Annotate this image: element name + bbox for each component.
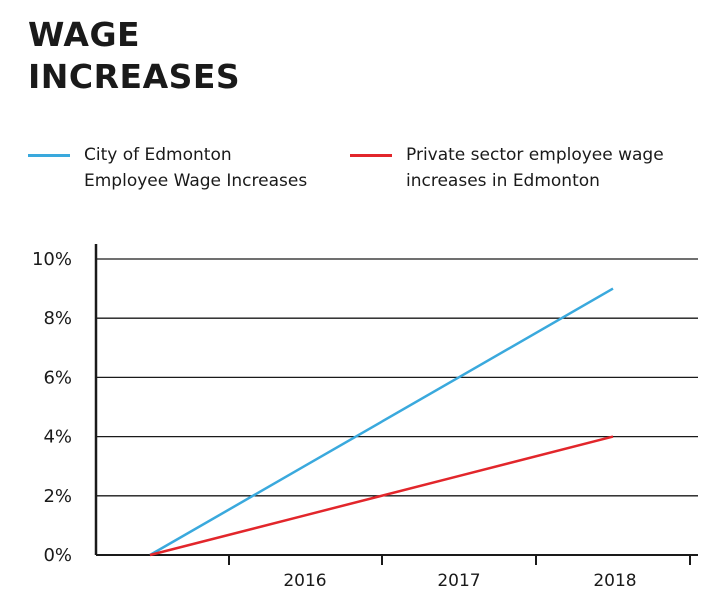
chart-title-line-2: INCREASES	[28, 57, 241, 96]
chart-title-line-1: WAGE	[28, 15, 141, 54]
y-tick-label: 8%	[43, 308, 72, 329]
legend-label-city-line-2: Employee Wage Increases	[84, 171, 308, 191]
series-line-private	[149, 435, 614, 557]
x-tick-label: 2016	[283, 571, 326, 591]
legend-item-private: Private sector employee wage increases i…	[350, 142, 664, 194]
legend-swatch-city	[28, 154, 70, 157]
legend-swatch-private	[350, 154, 392, 157]
series-line-city	[149, 287, 614, 557]
chart-title: WAGE INCREASES	[28, 14, 240, 98]
y-tick-label: 6%	[43, 367, 72, 388]
y-tick-label: 10%	[32, 249, 72, 270]
legend-label-city-line-1: City of Edmonton	[84, 145, 232, 165]
x-tick-label: 2018	[593, 571, 636, 591]
legend-label-city: City of Edmonton Employee Wage Increases	[84, 142, 307, 194]
legend-label-private: Private sector employee wage increases i…	[406, 142, 664, 194]
legend-label-private-line-1: Private sector employee wage	[406, 145, 664, 165]
y-tick-label: 4%	[43, 427, 72, 448]
y-tick-label: 0%	[43, 545, 72, 566]
legend-item-city: City of Edmonton Employee Wage Increases	[28, 142, 307, 194]
y-tick-label: 2%	[43, 486, 72, 507]
x-tick-label: 2017	[437, 571, 480, 591]
legend-label-private-line-2: increases in Edmonton	[406, 171, 600, 191]
